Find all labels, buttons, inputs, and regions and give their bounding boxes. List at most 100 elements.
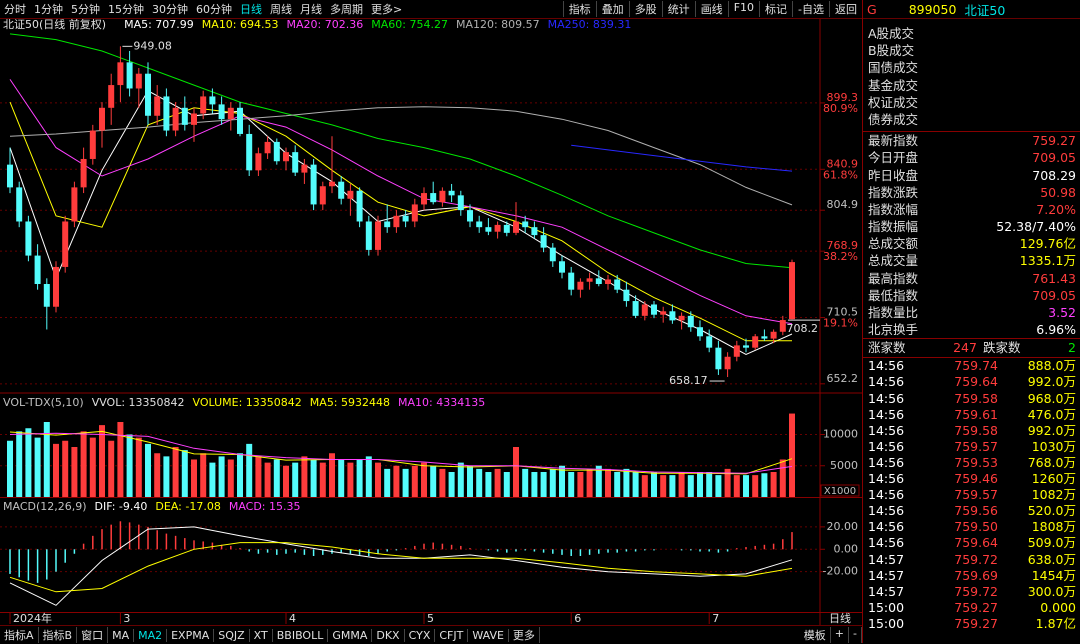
down-count: 2 [1068, 340, 1076, 356]
toolbar-item[interactable]: 月线 [300, 3, 322, 16]
toolbar-item[interactable]: 返回 [829, 1, 862, 17]
toolbar-item[interactable]: 更多> [371, 3, 403, 16]
legend-text: MA120: 809.57 [456, 18, 540, 31]
volume-bar [697, 472, 703, 497]
toolbar-item[interactable]: 日线 [240, 3, 262, 16]
trade-type-row: 债券成交 [863, 111, 1080, 128]
volume-bar [706, 472, 713, 497]
toolbar-item[interactable]: 多周期 [330, 3, 363, 16]
volume-bar [503, 472, 510, 497]
volume-bar [513, 447, 519, 497]
toolbar-item[interactable]: 60分钟 [196, 3, 232, 16]
toolbar-item[interactable]: 30分钟 [152, 3, 188, 16]
legend-text: MA250: 839.31 [548, 18, 632, 31]
tick-row: 14:56 759.61 476.0万 [863, 407, 1080, 423]
ma-line [9, 79, 793, 325]
toolbar-item[interactable]: SQJZ [214, 628, 250, 642]
toolbar-item[interactable]: 15分钟 [108, 3, 144, 16]
volume-bar [457, 462, 464, 497]
toolbar-item[interactable]: 更多 [509, 627, 540, 643]
toolbar-item[interactable]: 画线 [694, 1, 728, 17]
tick-cell: 759.58 [954, 422, 998, 438]
unit-label: X1000 [824, 486, 856, 497]
candle-body [485, 227, 492, 232]
toolbar-item[interactable]: 标记 [759, 1, 792, 17]
candle-body [80, 158, 87, 188]
stat-label: 指数量比 [868, 305, 919, 320]
breadth: 涨家数 247 跌家数 2 [863, 339, 1080, 359]
legend-text: DIF: -9.40 [95, 500, 148, 513]
volume-bar [163, 456, 170, 497]
stat-value: 52.38/7.40% [996, 219, 1076, 235]
toolbar-item[interactable]: 统计 [661, 1, 695, 17]
tick-cell: 759.46 [954, 471, 998, 487]
tick-cell: 759.53 [954, 454, 998, 470]
code: 899050 [908, 1, 957, 17]
trade-types: A股成交 B股成交 国债成交 基金成交 权证成交 债券成交 [863, 19, 1080, 133]
volume-bar [669, 475, 676, 497]
tick-row: 14:56 759.53 768.0万 [863, 455, 1080, 471]
toolbar-item[interactable]: - [849, 627, 862, 643]
toolbar-item[interactable]: -自选 [792, 1, 829, 17]
toolbar-item[interactable]: 指标B [39, 627, 78, 643]
toolbar-item[interactable]: + [831, 627, 850, 643]
candle-body [678, 315, 685, 321]
toolbar-item[interactable]: BBIBOLL [273, 628, 329, 642]
toolbar-item[interactable]: 周线 [270, 3, 292, 16]
ma-line [571, 144, 793, 172]
tick-row: 14:57 759.72 638.0万 [863, 552, 1080, 568]
candle-body [99, 107, 105, 131]
volume-bar [641, 475, 648, 497]
toolbar-item[interactable]: CFJT [435, 628, 469, 642]
bottom-bar: 指标A 指标B 窗口 MA MA2 EXPMA SQJZ XT BBIBOLL GMMA DKX CY… [0, 625, 862, 644]
tick-cell: 14:56 [868, 454, 905, 470]
toolbar-item[interactable]: CYX [405, 628, 436, 642]
toolbar-item[interactable]: WAVE [468, 628, 509, 642]
toolbar-item[interactable]: 1分钟 [34, 3, 63, 16]
toolbar-item[interactable]: 指标A [0, 627, 39, 643]
toolbar-item[interactable]: EXPMA [167, 628, 215, 642]
stat-row: 总成交量 1335.1万 [863, 252, 1080, 269]
volume-bar [402, 468, 409, 497]
volume-bar [421, 462, 427, 497]
toolbar-item[interactable]: DKX [372, 628, 405, 642]
volume-bar [301, 456, 308, 497]
toolbar-item[interactable]: XT [250, 628, 273, 642]
volume-bar [292, 462, 299, 497]
tick-cell: 14:56 [868, 535, 905, 551]
y-tick-label: 840.9 [827, 157, 859, 170]
stat-value: 709.05 [1032, 150, 1076, 166]
toolbar-item[interactable]: GMMA [328, 628, 373, 642]
volume-bar [319, 462, 326, 497]
volume-bar [80, 431, 87, 497]
toolbar-item[interactable]: 指标 [562, 1, 596, 17]
candle-body [292, 152, 299, 173]
name: 北证50 [964, 2, 1006, 18]
tick-cell: 759.58 [954, 390, 998, 406]
tick-cell: 992.0万 [1027, 374, 1076, 390]
candle-body [89, 130, 96, 159]
candle-body [531, 227, 538, 236]
volume-bar [770, 472, 777, 497]
volume-bar [623, 468, 630, 497]
toolbar-item[interactable]: MA [108, 628, 135, 642]
ma-line [9, 432, 793, 474]
stat-value: 708.29 [1032, 167, 1076, 183]
x-tick-label: 7 [712, 612, 719, 625]
toolbar-item[interactable]: 叠加 [595, 1, 629, 17]
tick-cell: 14:56 [868, 422, 905, 438]
toolbar-item[interactable]: F10 [727, 1, 759, 17]
tick-cell: 0.000 [1040, 599, 1076, 615]
tick-row: 14:56 759.74 888.0万 [863, 358, 1080, 374]
toolbar-item[interactable]: 多股 [628, 1, 662, 17]
candle-body [43, 284, 50, 307]
candle-body [669, 311, 676, 321]
candle-body [172, 107, 179, 131]
toolbar-item[interactable]: 5分钟 [71, 3, 100, 16]
period-label: 日线 [829, 611, 851, 625]
toolbar-item[interactable]: 分时 [4, 3, 26, 16]
toolbar-item[interactable]: MA2 [134, 628, 168, 642]
toolbar-item[interactable]: 窗口 [77, 627, 109, 643]
toolbar-item[interactable]: 模板 [800, 627, 831, 643]
volume-bar [200, 453, 207, 497]
